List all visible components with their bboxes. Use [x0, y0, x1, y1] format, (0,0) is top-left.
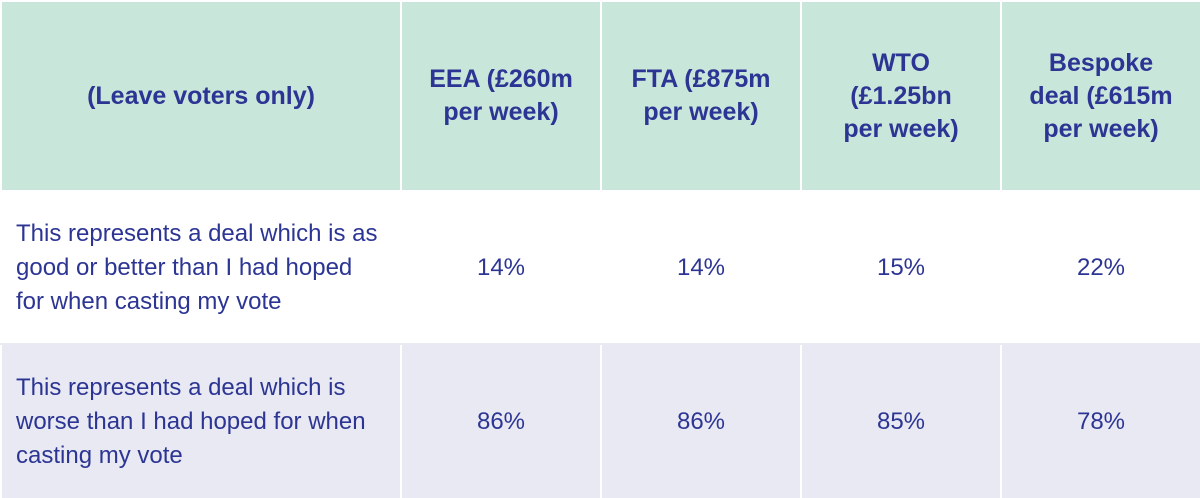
column-header-bespoke: Bespoke deal (£615m per week)	[1000, 0, 1200, 192]
column-header-fta-text: FTA (£875m per week)	[631, 65, 771, 126]
row-header-label: (Leave voters only)	[0, 0, 402, 192]
cell-value: 86%	[400, 343, 602, 498]
cell-value: 14%	[600, 190, 802, 345]
column-header-wto: WTO (£1.25bn per week)	[800, 0, 1002, 192]
column-header-eea-text: EEA (£260m per week)	[429, 65, 573, 126]
column-header-eea: EEA (£260m per week)	[400, 0, 602, 192]
cell-value: 14%	[400, 190, 602, 345]
row-header-label-text: (Leave voters only)	[87, 81, 315, 110]
column-header-wto-text: WTO (£1.25bn per week)	[843, 48, 959, 143]
row-label: This represents a deal which is as good …	[0, 190, 402, 345]
table-row: This represents a deal which is as good …	[0, 190, 1200, 345]
row-label: This represents a deal which is worse th…	[0, 343, 402, 498]
cell-value: 78%	[1000, 343, 1200, 498]
column-header-fta: FTA (£875m per week)	[600, 0, 802, 192]
table-row: This represents a deal which is worse th…	[0, 343, 1200, 498]
cell-value: 22%	[1000, 190, 1200, 345]
cell-value: 85%	[800, 343, 1002, 498]
header-row: (Leave voters only) EEA (£260m per week)…	[0, 0, 1200, 192]
cell-value: 86%	[600, 343, 802, 498]
cell-value: 15%	[800, 190, 1002, 345]
column-header-bespoke-text: Bespoke deal (£615m per week)	[1029, 48, 1173, 143]
